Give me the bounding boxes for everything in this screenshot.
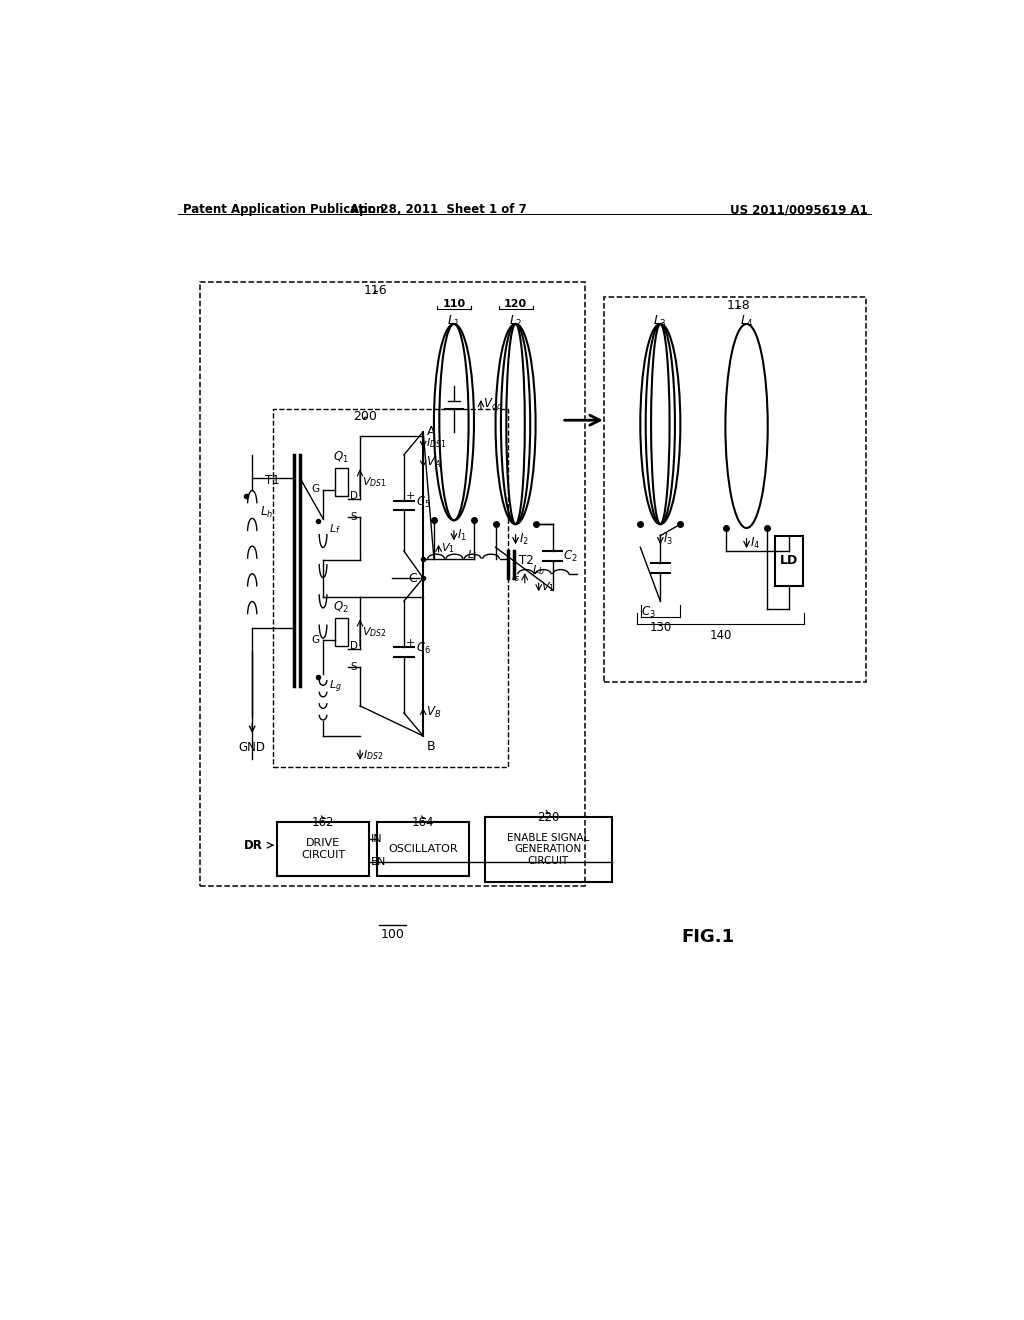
Text: $V_{dd}$: $V_{dd}$ bbox=[483, 397, 504, 412]
Text: +: + bbox=[407, 491, 416, 502]
Bar bbox=[336, 618, 348, 645]
Text: 200: 200 bbox=[353, 411, 378, 424]
Text: $C_3$: $C_3$ bbox=[641, 605, 655, 620]
Text: $L_4$: $L_4$ bbox=[739, 314, 754, 329]
Text: G: G bbox=[312, 635, 319, 644]
Text: DRIVE
CIRCUIT: DRIVE CIRCUIT bbox=[301, 838, 345, 859]
Text: $Q_1$: $Q_1$ bbox=[333, 449, 349, 465]
Text: S: S bbox=[350, 512, 356, 523]
Bar bbox=[775, 536, 803, 586]
Bar bbox=[276, 822, 370, 876]
Text: $V_{DS1}$: $V_{DS1}$ bbox=[361, 475, 386, 488]
Text: B: B bbox=[427, 739, 435, 752]
Bar bbox=[484, 817, 611, 882]
Text: LD: LD bbox=[780, 554, 798, 568]
Text: $L_1$: $L_1$ bbox=[447, 314, 461, 329]
Text: EN: EN bbox=[371, 857, 386, 867]
Text: $C_5$: $C_5$ bbox=[416, 495, 431, 510]
Text: $L_3$: $L_3$ bbox=[653, 314, 668, 329]
Text: 120: 120 bbox=[504, 300, 527, 309]
Text: IN: IN bbox=[371, 834, 382, 843]
Text: G: G bbox=[312, 484, 319, 495]
Text: $L_i$: $L_i$ bbox=[467, 548, 477, 562]
Bar bbox=[604, 297, 866, 682]
Text: 118: 118 bbox=[727, 300, 751, 313]
Text: 110: 110 bbox=[442, 300, 466, 309]
Text: US 2011/0095619 A1: US 2011/0095619 A1 bbox=[730, 203, 868, 216]
Text: 116: 116 bbox=[364, 284, 387, 297]
Text: $L_b$: $L_b$ bbox=[532, 564, 545, 577]
Text: $C_6$: $C_6$ bbox=[416, 642, 431, 656]
Text: T2: T2 bbox=[518, 554, 534, 566]
Text: 140: 140 bbox=[710, 628, 732, 642]
Text: 164: 164 bbox=[412, 816, 434, 829]
Text: GND: GND bbox=[239, 741, 265, 754]
Text: $L_g$: $L_g$ bbox=[330, 678, 342, 694]
Text: Patent Application Publication: Patent Application Publication bbox=[183, 203, 384, 216]
Text: FIG.1: FIG.1 bbox=[682, 928, 734, 946]
Text: $V_1$: $V_1$ bbox=[441, 541, 455, 554]
Text: 162: 162 bbox=[312, 816, 334, 829]
Text: $V_B$: $V_B$ bbox=[426, 705, 441, 721]
Text: $L_2$: $L_2$ bbox=[509, 314, 522, 329]
Text: $I_{DS1}$: $I_{DS1}$ bbox=[426, 437, 446, 450]
Text: A: A bbox=[427, 425, 435, 438]
Text: T1: T1 bbox=[265, 474, 280, 487]
Text: OSCILLATOR: OSCILLATOR bbox=[388, 843, 458, 854]
Text: $I_3$: $I_3$ bbox=[664, 532, 674, 546]
Text: ENABLE SIGNAL
GENERATION
CIRCUIT: ENABLE SIGNAL GENERATION CIRCUIT bbox=[507, 833, 589, 866]
Text: $V_{DS2}$: $V_{DS2}$ bbox=[361, 626, 386, 639]
Text: 100: 100 bbox=[381, 928, 404, 941]
Text: $I_1$: $I_1$ bbox=[457, 528, 467, 544]
Bar bbox=[336, 469, 348, 496]
Text: Apr. 28, 2011  Sheet 1 of 7: Apr. 28, 2011 Sheet 1 of 7 bbox=[350, 203, 527, 216]
Text: $Q_2$: $Q_2$ bbox=[333, 599, 349, 615]
Text: $I_2$: $I_2$ bbox=[518, 532, 528, 546]
Text: D: D bbox=[350, 491, 358, 500]
Text: $L_f$: $L_f$ bbox=[330, 523, 341, 536]
Text: $I_{DS2}$: $I_{DS2}$ bbox=[364, 748, 383, 762]
Text: C: C bbox=[409, 572, 417, 585]
Text: 130: 130 bbox=[649, 622, 672, 634]
Text: $C_2$: $C_2$ bbox=[563, 549, 578, 564]
Text: +: + bbox=[407, 638, 416, 648]
Text: $L_h$: $L_h$ bbox=[260, 506, 273, 520]
Text: $V_1$: $V_1$ bbox=[541, 581, 555, 594]
Text: 220: 220 bbox=[537, 810, 559, 824]
Bar bbox=[200, 281, 585, 886]
Text: $V_A$: $V_A$ bbox=[426, 455, 441, 470]
Text: $I_4$: $I_4$ bbox=[750, 536, 760, 550]
Text: D: D bbox=[350, 640, 358, 651]
Bar bbox=[377, 822, 469, 876]
Text: S: S bbox=[350, 663, 356, 672]
Bar bbox=[273, 409, 508, 767]
Text: $I_s$: $I_s$ bbox=[511, 570, 520, 585]
Text: DR: DR bbox=[244, 838, 263, 851]
